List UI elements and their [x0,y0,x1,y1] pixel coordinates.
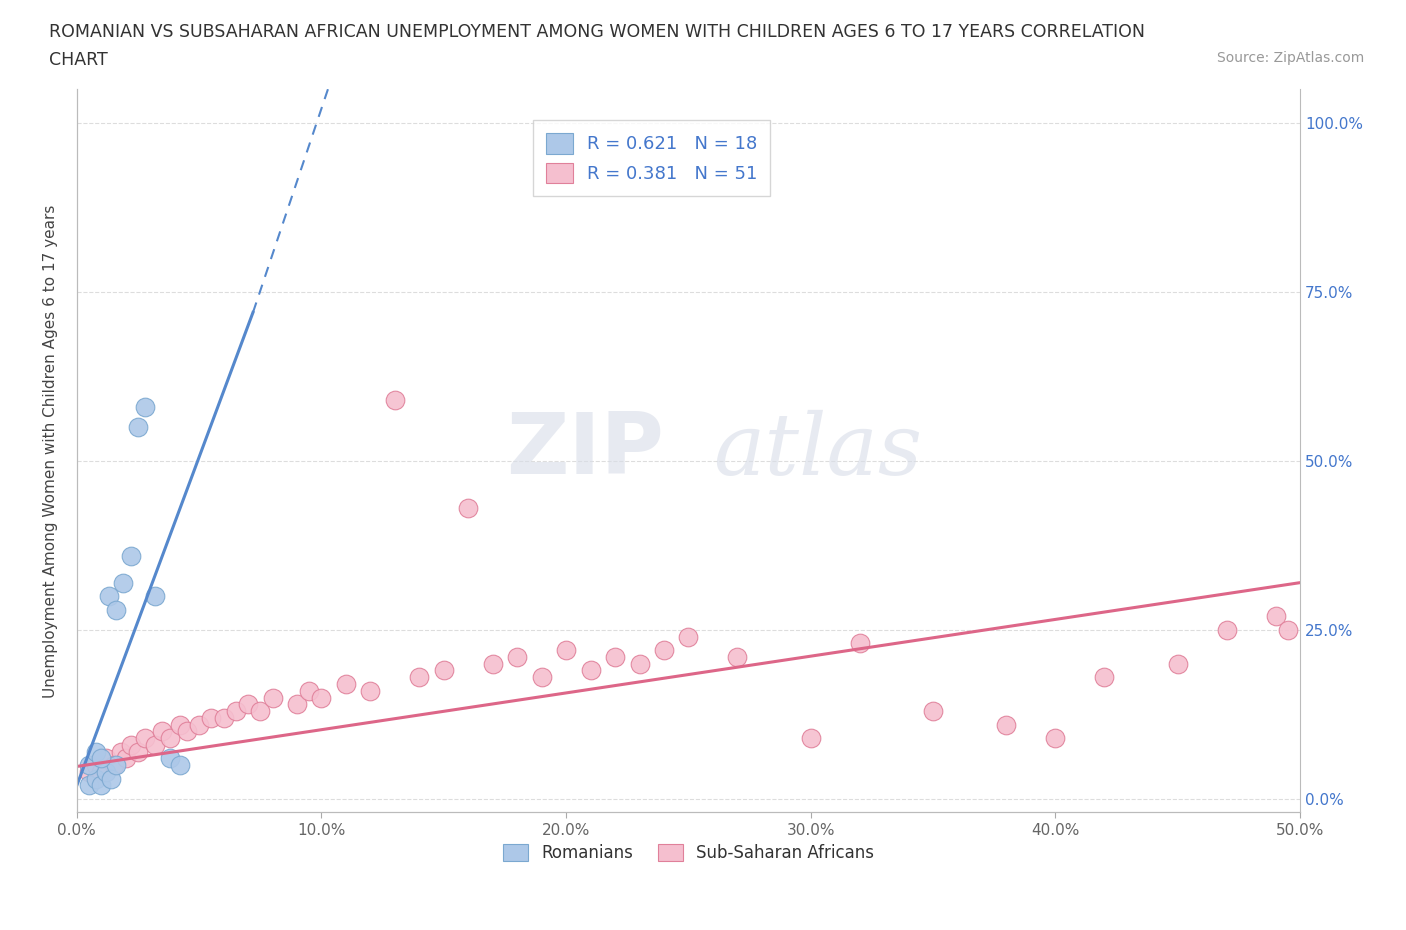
Point [90,777,112,792]
Point [169,717,191,732]
Point [1045,731,1067,746]
Text: ROMANIAN VS SUBSAHARAN AFRICAN UNEMPLOYMENT AMONG WOMEN WITH CHILDREN AGES 6 TO : ROMANIAN VS SUBSAHARAN AFRICAN UNEMPLOYM… [49,23,1146,41]
Point [134,731,156,746]
Point [800,731,823,746]
Point [134,400,156,415]
Point [112,576,135,591]
Point [152,724,174,738]
Point [628,657,651,671]
Point [848,636,870,651]
Point [1167,657,1189,671]
Point [408,670,430,684]
Point [530,670,553,684]
Point [1277,622,1299,637]
Point [433,663,456,678]
Point [262,690,284,705]
Text: CHART: CHART [49,51,108,69]
Point [212,711,235,725]
Point [188,717,211,732]
Point [1264,609,1286,624]
Point [77,777,100,792]
Text: atlas: atlas [713,409,922,492]
Point [77,764,100,779]
Point [225,704,247,719]
Point [652,643,675,658]
Point [120,548,142,563]
Point [159,751,181,765]
Point [506,649,529,664]
Point [105,603,128,618]
Point [143,589,166,604]
Point [96,751,118,765]
Point [359,684,381,698]
Text: Source: ZipAtlas.com: Source: ZipAtlas.com [1216,51,1364,65]
Point [298,684,321,698]
Point [86,744,108,759]
Point [481,657,503,671]
Point [77,758,100,773]
Point [114,751,136,765]
Point [90,751,112,765]
Point [1215,622,1237,637]
Point [335,676,357,691]
Point [311,690,333,705]
Point [200,711,222,725]
Point [579,663,602,678]
Y-axis label: Unemployment Among Women with Children Ages 6 to 17 years: Unemployment Among Women with Children A… [44,205,58,698]
Point [127,744,149,759]
Text: ZIP: ZIP [506,409,664,492]
Point [249,704,271,719]
Point [285,697,308,711]
Point [143,737,166,752]
Point [97,589,120,604]
Point [384,392,406,407]
Point [100,771,122,786]
Point [159,731,181,746]
Point [120,737,142,752]
Point [603,649,626,664]
Point [127,419,149,434]
Point [678,630,700,644]
Point [725,649,748,664]
Point [105,758,128,773]
Point [86,771,108,786]
Point [922,704,945,719]
Point [96,764,118,779]
Point [1092,670,1115,684]
Point [995,717,1018,732]
Legend: Romanians, Sub-Saharan Africans: Romanians, Sub-Saharan Africans [496,838,882,870]
Point [90,764,112,779]
Point [236,697,259,711]
Point [110,744,132,759]
Point [457,501,479,516]
Point [86,758,108,773]
Point [103,758,125,773]
Point [555,643,578,658]
Point [176,724,198,738]
Point [169,758,191,773]
